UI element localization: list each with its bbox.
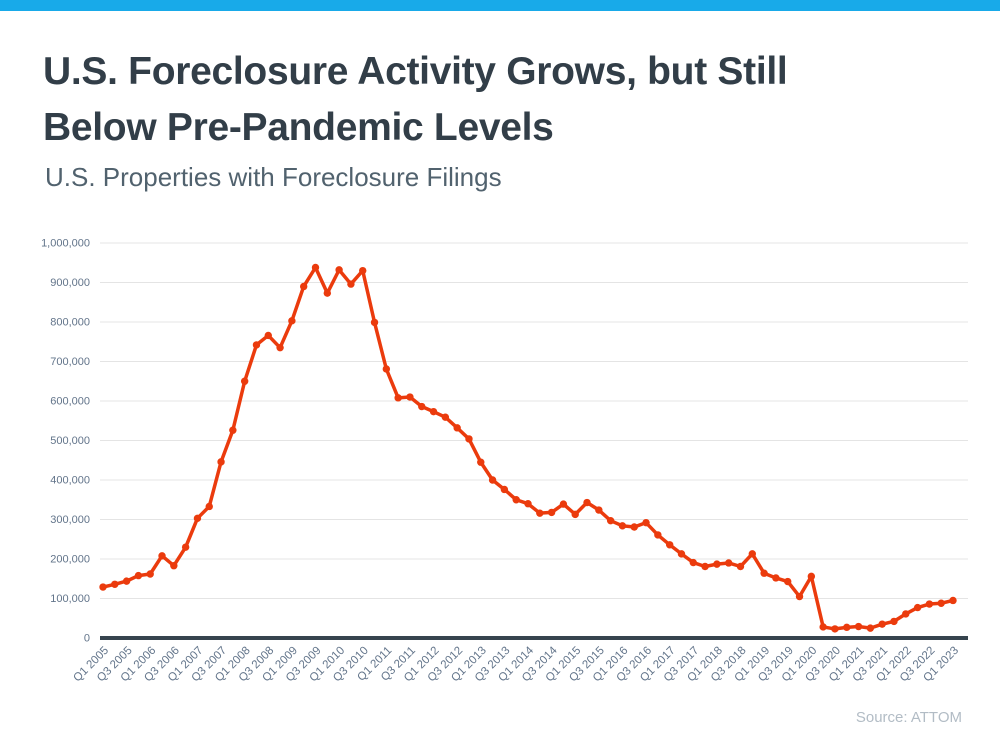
data-point	[488, 476, 497, 484]
data-point	[819, 623, 827, 631]
data-point	[394, 394, 402, 402]
data-point	[913, 603, 922, 612]
data-point	[264, 331, 272, 340]
data-point	[642, 518, 650, 527]
y-axis-tick-label: 700,000	[50, 356, 90, 368]
data-point	[902, 610, 910, 618]
data-point	[323, 289, 332, 297]
data-point	[158, 552, 166, 560]
data-point	[500, 485, 509, 494]
data-point	[724, 559, 733, 567]
data-point	[831, 625, 839, 633]
data-point	[146, 570, 154, 578]
y-axis-tick-label: 800,000	[50, 317, 90, 329]
page-title: U.S. Foreclosure Activity Grows, but Sti…	[43, 44, 788, 156]
data-point	[217, 458, 225, 466]
data-point	[689, 558, 697, 567]
title-line-1: U.S. Foreclosure Activity Grows, but Sti…	[43, 50, 788, 93]
data-point	[713, 560, 721, 568]
top-accent-bar	[0, 0, 1000, 11]
y-axis-tick-label: 0	[84, 633, 90, 645]
data-point	[583, 498, 591, 507]
data-point	[441, 413, 450, 421]
data-point	[772, 574, 780, 582]
data-point	[878, 620, 886, 628]
data-point	[701, 562, 709, 571]
source-attribution: Source: ATTOM	[855, 709, 962, 726]
chart-subtitle: U.S. Properties with Foreclosure Filings	[45, 162, 502, 192]
data-point	[665, 541, 674, 549]
data-point	[453, 424, 461, 432]
data-point	[370, 318, 379, 327]
data-point	[122, 577, 131, 585]
data-point	[170, 562, 178, 570]
data-point	[866, 624, 875, 632]
data-point	[748, 550, 757, 558]
data-point	[288, 317, 296, 325]
data-point	[760, 569, 768, 577]
title-line-2: Below Pre-Pandemic Levels	[43, 106, 554, 150]
data-point	[571, 510, 579, 519]
data-point	[524, 500, 532, 508]
data-point	[193, 514, 202, 523]
data-point	[925, 600, 934, 608]
y-axis-tick-label: 1,000,000	[41, 238, 90, 250]
data-point	[630, 523, 638, 531]
y-axis-tick-label: 100,000	[50, 593, 90, 605]
data-point	[677, 550, 686, 558]
data-point	[240, 377, 249, 385]
data-point	[134, 571, 143, 580]
data-point	[795, 592, 804, 601]
data-point	[559, 500, 568, 508]
data-point	[807, 572, 816, 581]
data-point	[736, 562, 745, 571]
foreclosure-chart: 0 100,000 200,000 300,000 400,000 500,000 600,…	[41, 238, 968, 684]
data-point	[784, 577, 792, 586]
data-point	[854, 622, 863, 631]
data-point	[429, 407, 438, 416]
y-axis-tick-label: 900,000	[50, 277, 90, 289]
data-point	[595, 506, 603, 514]
data-point	[276, 343, 284, 352]
data-point	[382, 365, 391, 373]
data-point	[654, 531, 662, 539]
data-point	[99, 583, 107, 591]
y-axis-tick-label: 200,000	[50, 554, 90, 566]
data-point	[937, 599, 945, 607]
y-axis-tick-label: 300,000	[50, 514, 90, 526]
data-point	[181, 543, 190, 551]
data-point	[335, 266, 343, 274]
data-point	[418, 402, 426, 411]
data-point	[890, 617, 898, 626]
y-axis-tick-label: 400,000	[50, 475, 90, 487]
data-point	[536, 509, 544, 517]
data-point	[949, 596, 957, 605]
data-point	[311, 263, 320, 272]
data-point	[843, 623, 851, 632]
data-point	[347, 280, 355, 288]
data-point	[359, 266, 367, 275]
data-point	[229, 426, 237, 434]
data-point	[406, 393, 414, 401]
y-axis-tick-label: 600,000	[50, 396, 90, 408]
data-point	[465, 435, 473, 443]
data-point	[477, 458, 485, 466]
data-point	[618, 522, 627, 530]
data-point	[111, 580, 119, 588]
data-point	[252, 341, 261, 349]
data-point	[299, 282, 308, 291]
data-point	[606, 516, 615, 525]
data-point	[512, 496, 520, 504]
y-axis-tick-label: 500,000	[50, 435, 90, 447]
data-point	[547, 508, 556, 517]
data-point	[205, 502, 213, 511]
